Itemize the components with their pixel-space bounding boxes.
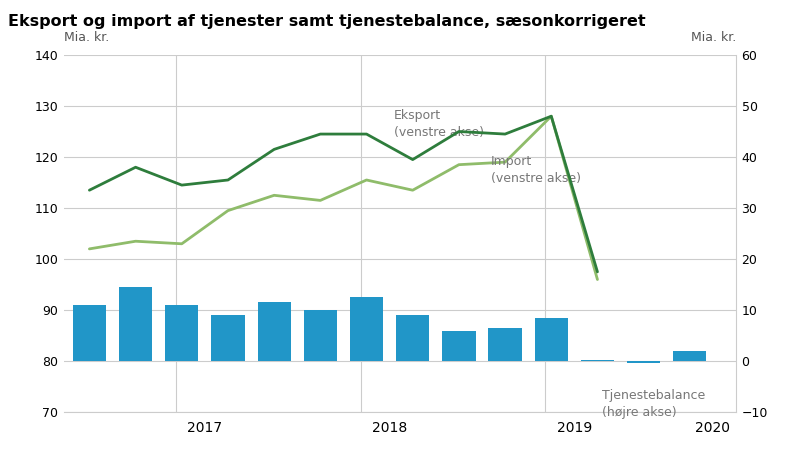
Bar: [396, 315, 430, 361]
Bar: [581, 360, 614, 361]
Text: Tjenestebalance
(højre akse): Tjenestebalance (højre akse): [602, 389, 706, 419]
Bar: [119, 287, 152, 361]
Text: Eksport og import af tjenester samt tjenestebalance, sæsonkorrigeret: Eksport og import af tjenester samt tjen…: [8, 14, 646, 29]
Bar: [73, 305, 106, 361]
Bar: [627, 361, 660, 363]
Bar: [165, 305, 198, 361]
Text: Eksport
(venstre akse): Eksport (venstre akse): [394, 109, 484, 139]
Text: Mia. kr.: Mia. kr.: [690, 31, 736, 44]
Bar: [350, 297, 383, 361]
Bar: [304, 310, 337, 361]
Bar: [442, 331, 475, 361]
Bar: [258, 302, 290, 361]
Text: Mia. kr.: Mia. kr.: [64, 31, 110, 44]
Bar: [673, 351, 706, 361]
Bar: [489, 328, 522, 361]
Bar: [534, 318, 568, 361]
Text: Import
(venstre akse): Import (venstre akse): [491, 155, 582, 185]
Bar: [211, 315, 245, 361]
